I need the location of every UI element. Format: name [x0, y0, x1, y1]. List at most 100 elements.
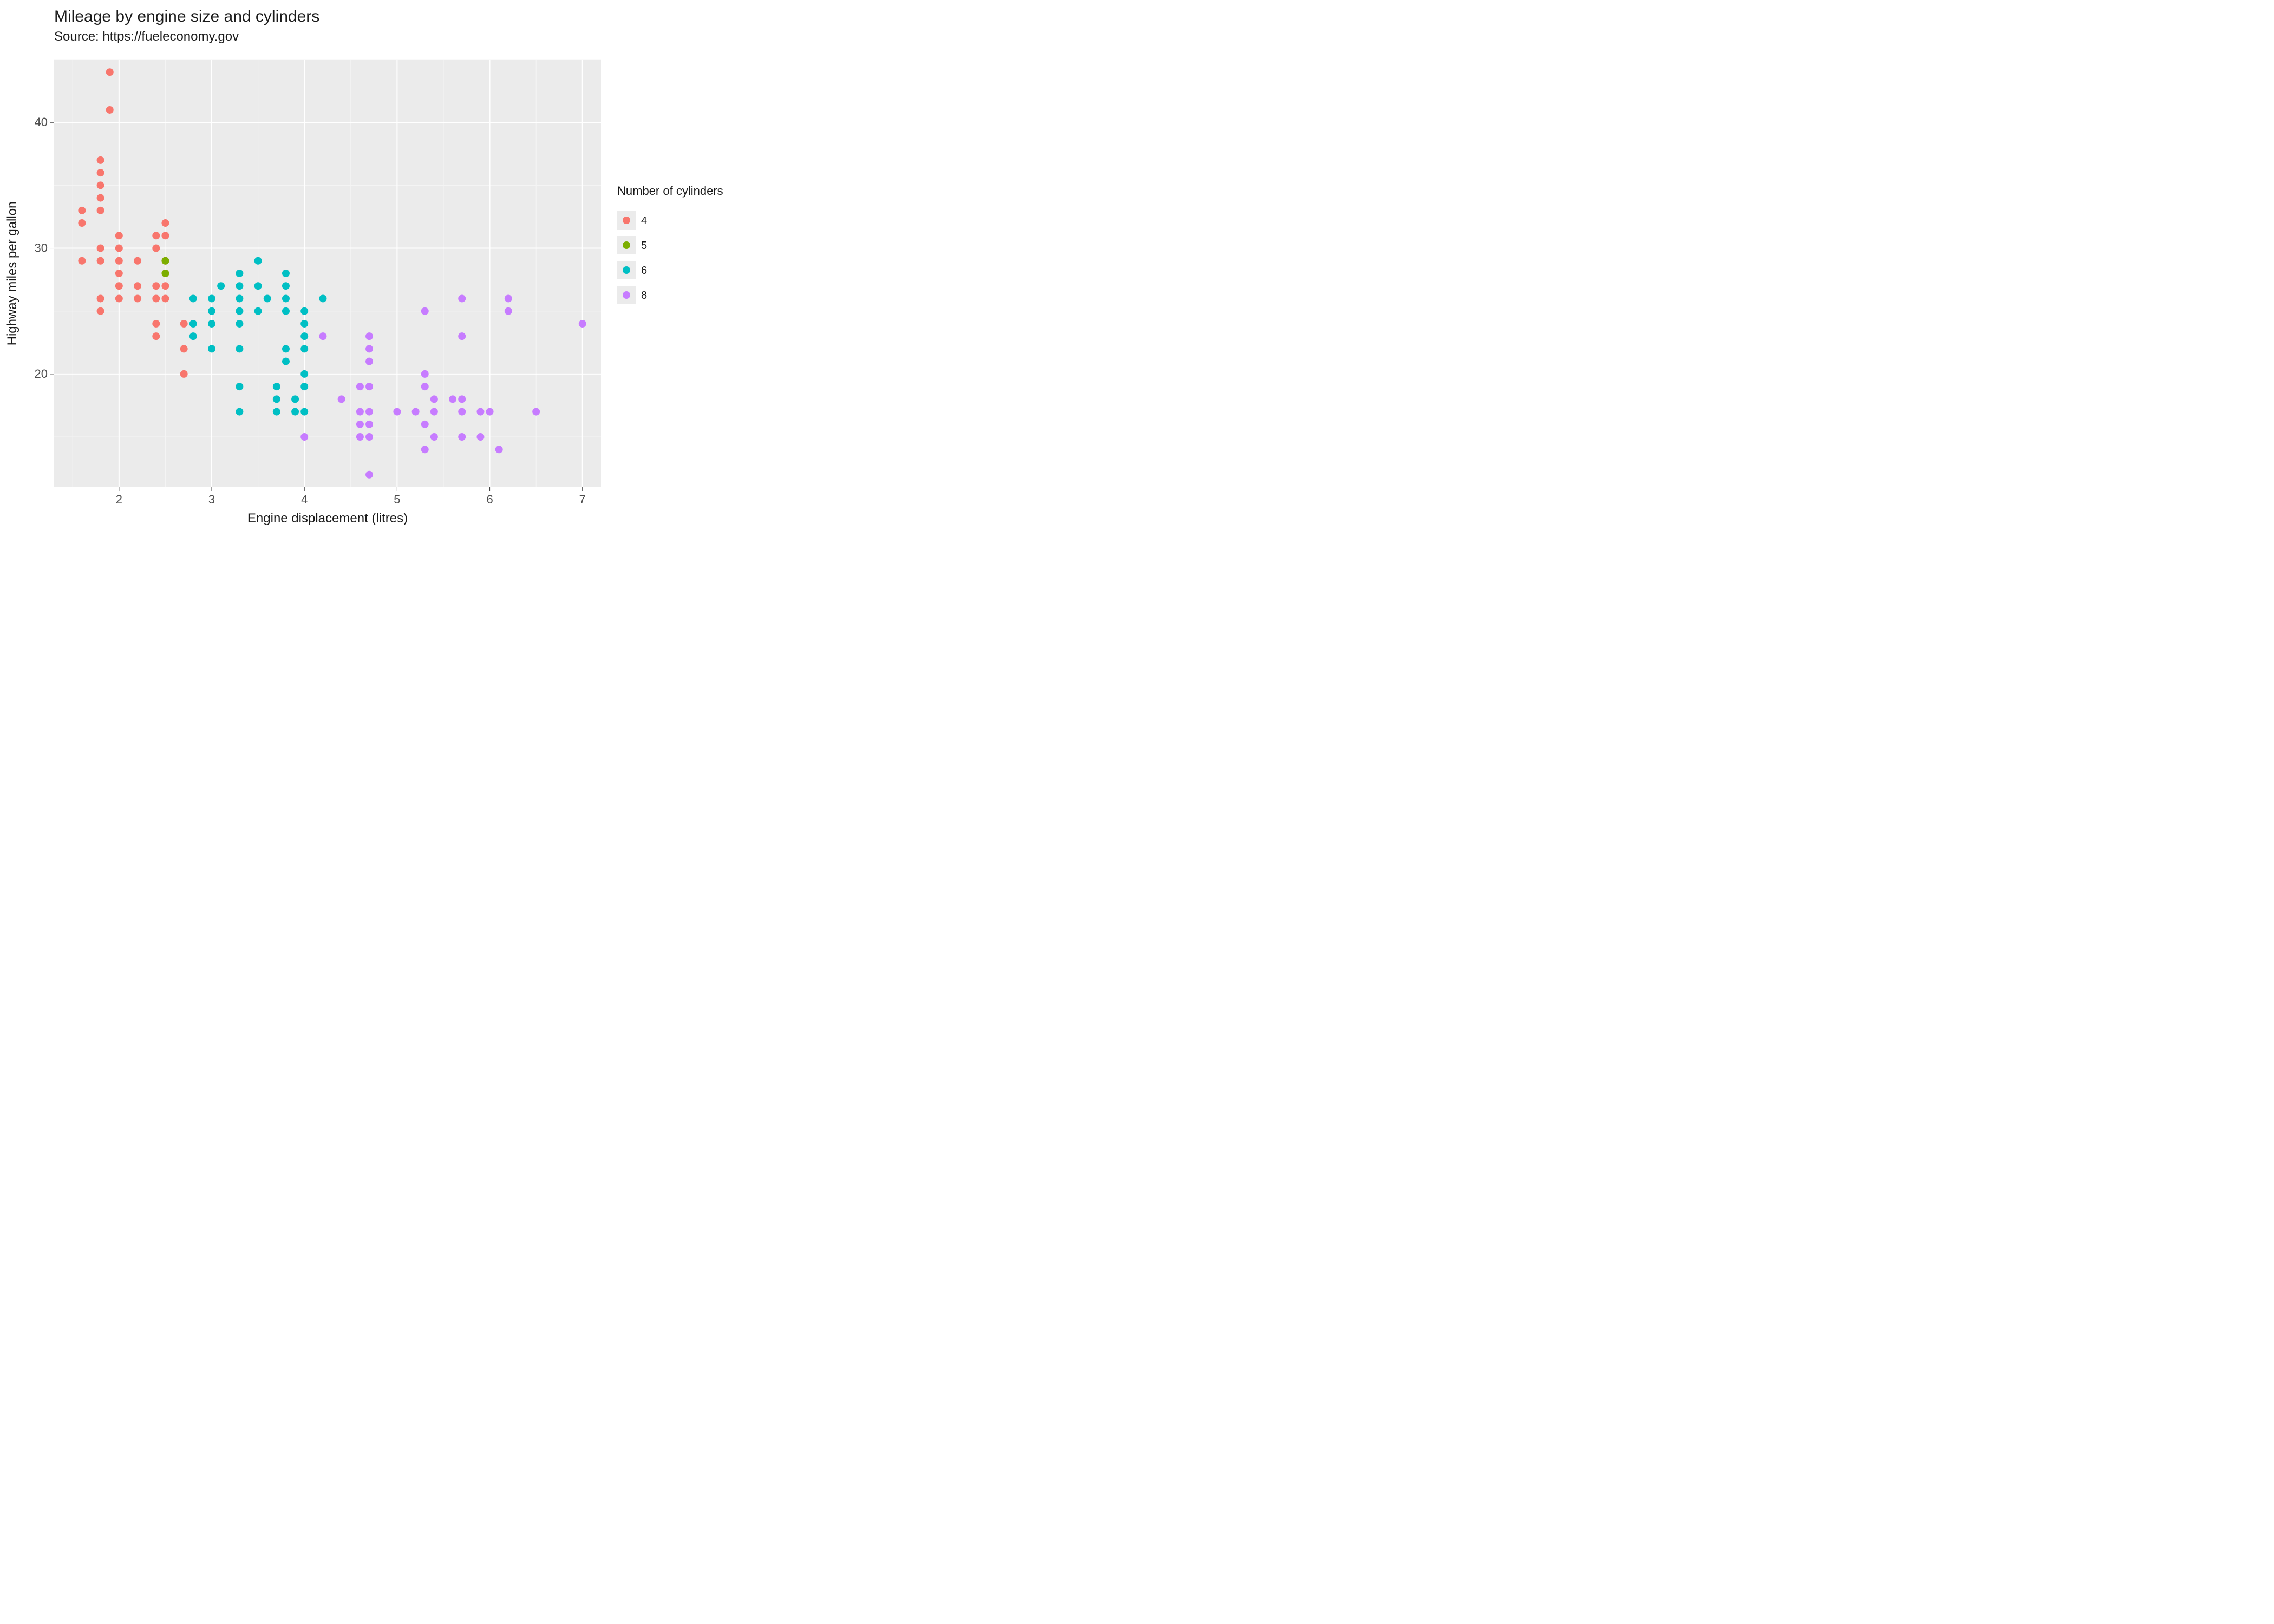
data-point: [356, 408, 364, 416]
data-point: [458, 408, 466, 416]
y-axis-label: Highway miles per gallon: [5, 201, 19, 346]
x-tick-label: 7: [579, 493, 586, 506]
data-point: [152, 245, 160, 252]
data-point: [115, 245, 123, 252]
data-point: [190, 332, 197, 340]
chart-subtitle: Source: https://fueleconomy.gov: [54, 29, 239, 44]
data-point: [152, 320, 160, 328]
data-point: [134, 294, 141, 302]
data-point: [319, 294, 326, 302]
data-point: [300, 383, 308, 390]
x-tick-label: 5: [394, 493, 400, 506]
legend-marker: [623, 266, 630, 274]
data-point: [236, 294, 243, 302]
data-point: [282, 282, 290, 290]
data-point: [338, 395, 345, 403]
legend-label: 4: [641, 215, 647, 227]
data-point: [486, 408, 494, 416]
data-point: [236, 282, 243, 290]
data-point: [97, 169, 104, 176]
data-point: [430, 408, 438, 416]
data-point: [476, 433, 484, 441]
data-point: [449, 395, 456, 403]
data-point: [180, 345, 188, 352]
data-point: [254, 257, 262, 265]
data-point: [115, 282, 123, 290]
data-point: [208, 320, 215, 328]
data-point: [365, 345, 373, 352]
data-point: [282, 294, 290, 302]
data-point: [97, 245, 104, 252]
data-point: [115, 270, 123, 277]
data-point: [365, 408, 373, 416]
x-tick-label: 4: [301, 493, 308, 506]
data-point: [97, 181, 104, 189]
data-point: [412, 408, 420, 416]
data-point: [97, 307, 104, 315]
data-point: [300, 307, 308, 315]
data-point: [97, 207, 104, 214]
data-point: [208, 345, 215, 352]
data-point: [152, 282, 160, 290]
data-point: [273, 408, 280, 416]
data-point: [365, 383, 373, 390]
data-point: [282, 358, 290, 365]
data-point: [236, 345, 243, 352]
data-point: [300, 320, 308, 328]
data-point: [106, 106, 114, 114]
data-point: [273, 383, 280, 390]
data-point: [97, 156, 104, 164]
data-point: [161, 219, 169, 227]
data-point: [495, 446, 503, 453]
data-point: [291, 395, 299, 403]
data-point: [152, 232, 160, 239]
data-point: [282, 307, 290, 315]
data-point: [421, 421, 429, 428]
data-point: [190, 320, 197, 328]
data-point: [393, 408, 401, 416]
data-point: [97, 194, 104, 202]
data-point: [236, 383, 243, 390]
legend-title: Number of cylinders: [617, 184, 723, 198]
data-point: [356, 433, 364, 441]
data-point: [78, 257, 86, 265]
legend-marker: [623, 291, 630, 299]
data-point: [365, 421, 373, 428]
data-point: [180, 320, 188, 328]
data-point: [180, 370, 188, 378]
data-point: [264, 294, 271, 302]
data-point: [161, 257, 169, 265]
x-axis-label: Engine displacement (litres): [247, 511, 408, 526]
data-point: [208, 294, 215, 302]
data-point: [300, 433, 308, 441]
x-tick-label: 6: [486, 493, 493, 506]
data-point: [115, 232, 123, 239]
data-point: [421, 370, 429, 378]
data-point: [365, 358, 373, 365]
data-point: [458, 332, 466, 340]
data-point: [430, 433, 438, 441]
data-point: [356, 421, 364, 428]
legend-label: 5: [641, 240, 647, 252]
data-point: [365, 433, 373, 441]
data-point: [97, 257, 104, 265]
legend-label: 8: [641, 290, 647, 302]
data-point: [282, 345, 290, 352]
data-point: [458, 294, 466, 302]
data-point: [532, 408, 540, 416]
data-point: [319, 332, 326, 340]
data-point: [134, 257, 141, 265]
data-point: [300, 408, 308, 416]
data-point: [161, 294, 169, 302]
data-point: [236, 320, 243, 328]
x-tick-label: 3: [208, 493, 215, 506]
data-point: [236, 270, 243, 277]
legend-marker: [623, 217, 630, 224]
data-point: [421, 446, 429, 453]
data-point: [300, 370, 308, 378]
data-point: [217, 282, 225, 290]
data-point: [236, 408, 243, 416]
plot-panel: [54, 60, 601, 487]
data-point: [579, 320, 586, 328]
data-point: [161, 270, 169, 277]
